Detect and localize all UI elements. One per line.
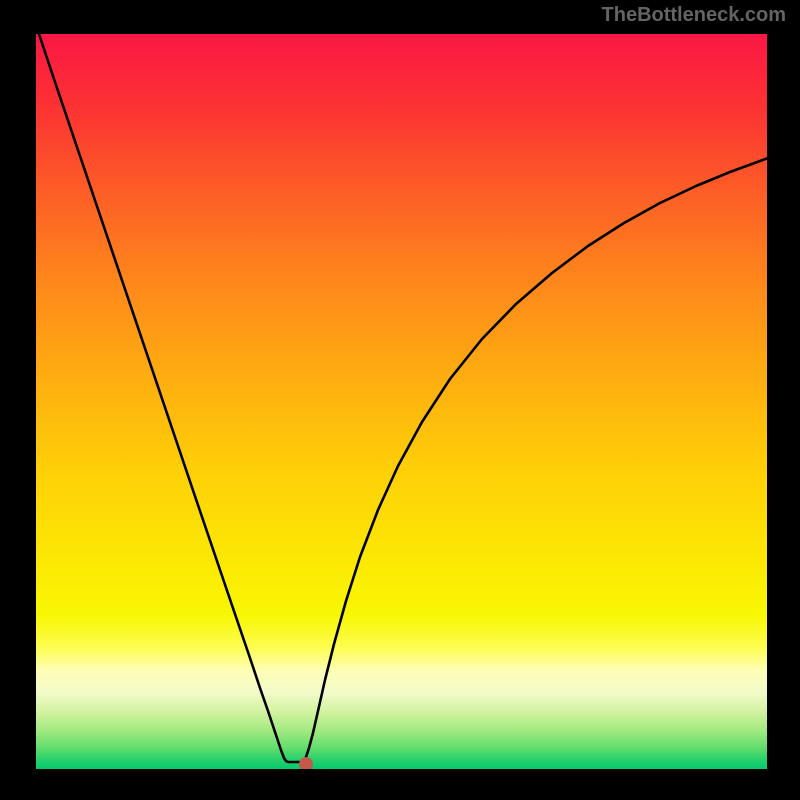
optimum-marker [299,757,313,771]
watermark-text: TheBottleneck.com [602,4,786,27]
chart-container: TheBottleneck.com [0,0,800,800]
chart-svg [0,0,800,800]
plot-background [35,33,768,770]
